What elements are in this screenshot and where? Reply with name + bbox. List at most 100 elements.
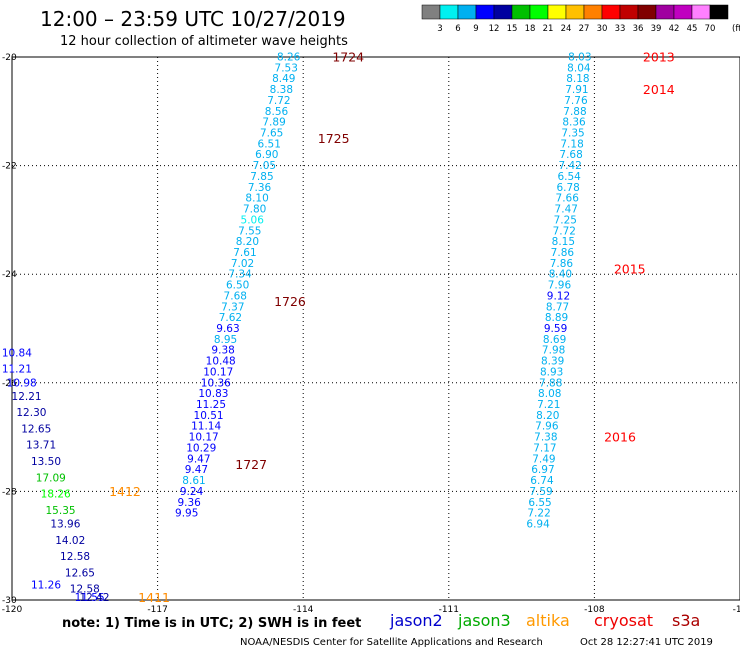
x-tick-label: -10	[733, 605, 740, 615]
wave-height-value: 7.22	[527, 508, 550, 520]
satellite-tracks: 8.267.538.498.387.728.567.897.656.516.90…	[2, 52, 592, 604]
footer-note: note: 1) Time is in UTC; 2) SWH is in fe…	[62, 616, 361, 631]
chart-subtitle: 12 hour collection of altimeter wave hei…	[60, 34, 348, 49]
wave-height-value: 9.59	[544, 323, 567, 335]
wave-height-value: 10.29	[186, 442, 216, 454]
colorbar-label: 27	[579, 24, 590, 34]
wave-height-value: 7.37	[221, 301, 244, 313]
wave-height-value: 10.51	[194, 410, 224, 422]
colorbar-swatch	[601, 4, 621, 20]
x-tick-label: -108	[584, 605, 605, 615]
wave-height-value: 9.47	[185, 464, 208, 476]
wave-height-value: 7.86	[551, 247, 575, 259]
wave-height-value: 6.90	[255, 149, 278, 161]
wave-height-value: 8.39	[541, 356, 564, 368]
wave-height-value: 8.40	[549, 269, 572, 281]
wave-height-value: 10.98	[7, 377, 37, 389]
wave-height-value: 6.50	[226, 280, 249, 292]
wave-height-value: 11.26	[31, 579, 61, 591]
wave-height-value: 7.68	[559, 149, 582, 161]
colorbar-label: 39	[651, 24, 662, 34]
wave-height-value: 7.65	[260, 128, 283, 140]
wave-height-value: 9.47	[187, 453, 210, 465]
wave-height-value: 7.76	[564, 95, 588, 107]
wave-height-value: 7.55	[238, 225, 261, 237]
wave-height-value: 7.91	[565, 84, 588, 96]
wave-height-value: 7.59	[529, 486, 552, 498]
wave-height-value: 12.65	[65, 567, 95, 579]
time-label: 1724	[332, 50, 364, 65]
plot-frame	[11, 56, 740, 601]
wave-height-value: 7.36	[248, 182, 272, 194]
wave-height-value: 10.48	[206, 356, 236, 368]
wave-height-value: 8.77	[546, 301, 569, 313]
wave-height-value: 12.58	[70, 584, 100, 596]
colorbar-swatch	[493, 4, 513, 20]
time-labels: 1724 1725 1726 1727 1412 1411 2013 2014 2015 2016	[109, 50, 675, 605]
wave-height-value: 13.96	[50, 518, 80, 530]
wave-height-value: 8.56	[265, 106, 289, 118]
wave-height-value: 7.68	[224, 290, 247, 302]
colorbar-swatch	[583, 4, 603, 20]
wave-height-value: 8.04	[567, 62, 591, 74]
colorbar-label: 33	[615, 24, 626, 34]
wave-height-value: 7.18	[560, 138, 583, 150]
wave-height-value: 10.83	[198, 388, 228, 400]
y-tick-label: -24	[2, 270, 17, 280]
wave-height-value: 12.21	[12, 391, 42, 403]
wave-height-value: 7.80	[243, 204, 266, 216]
wave-height-value: 7.72	[553, 225, 576, 237]
wave-height-value: 7.86	[550, 258, 574, 270]
colorbar-swatch	[655, 4, 675, 20]
colorbar-label: 15	[507, 24, 518, 34]
y-tick-label: -22	[2, 162, 17, 172]
wave-height-value: 7.47	[555, 204, 578, 216]
time-label: 2016	[604, 430, 636, 445]
wave-height-value: 8.03	[568, 52, 591, 64]
wave-height-value: 7.17	[533, 442, 556, 454]
colorbar-label: 6	[455, 24, 460, 34]
wave-height-value: 7.42	[558, 160, 581, 172]
satellite-legend: jason2 jason3 altika cryosat s3a	[389, 611, 700, 630]
axis-ticks: -120 -117 -114 -111 -108 -10 -20 -22 -24 -26 -28 -3…	[2, 53, 740, 615]
wave-height-value: 10.84	[2, 347, 32, 359]
colorbar-swatch	[547, 4, 567, 20]
colorbar-label: 42	[669, 24, 680, 34]
wave-height-value: 12.30	[16, 407, 46, 419]
wave-height-value: 7.88	[563, 106, 586, 118]
colorbar-swatch	[511, 4, 531, 20]
wave-height-value: 8.49	[272, 73, 295, 85]
colorbar-label: 21	[543, 24, 554, 34]
wave-height-value: 13.50	[31, 456, 61, 468]
wave-height-value: 7.02	[231, 258, 254, 270]
y-tick-label: -30	[2, 596, 17, 606]
time-label: 2013	[643, 50, 675, 65]
colorbar-label: 3	[437, 24, 442, 34]
y-tick-label: -26	[2, 379, 17, 389]
y-tick-label: -28	[2, 487, 17, 497]
colorbar-unit: (ft)	[732, 24, 740, 34]
wave-height-value: 9.12	[547, 290, 570, 302]
colorbar-swatch	[457, 4, 477, 20]
legend-entry: jason2	[389, 611, 443, 630]
wave-height-value: 7.98	[542, 345, 565, 357]
wave-height-value: 13.71	[26, 440, 56, 452]
colorbar-swatch	[421, 4, 441, 20]
time-label: 1726	[274, 294, 306, 309]
legend-entry: cryosat	[594, 611, 653, 630]
footer-credit: NOAA/NESDIS Center for Satellite Applica…	[240, 637, 543, 648]
footer-timestamp: Oct 28 12:27:41 UTC 2019	[580, 637, 713, 648]
wave-height-value: 7.89	[262, 117, 285, 129]
wave-height-value: 5.06	[241, 214, 265, 226]
wave-height-value: 6.78	[556, 182, 579, 194]
colorbar-swatch	[529, 4, 549, 20]
wave-height-value: 9.36	[177, 497, 201, 509]
wave-height-value: 18.26	[41, 489, 71, 501]
wave-height-value: 7.88	[539, 377, 562, 389]
chart-title: 12:00 – 23:59 UTC 10/27/2019	[40, 7, 346, 31]
colorbar-label: 9	[473, 24, 478, 34]
wave-height-value: 6.54	[557, 171, 581, 183]
wave-height-value: 17.09	[36, 472, 66, 484]
wave-height-value: 8.20	[536, 410, 559, 422]
